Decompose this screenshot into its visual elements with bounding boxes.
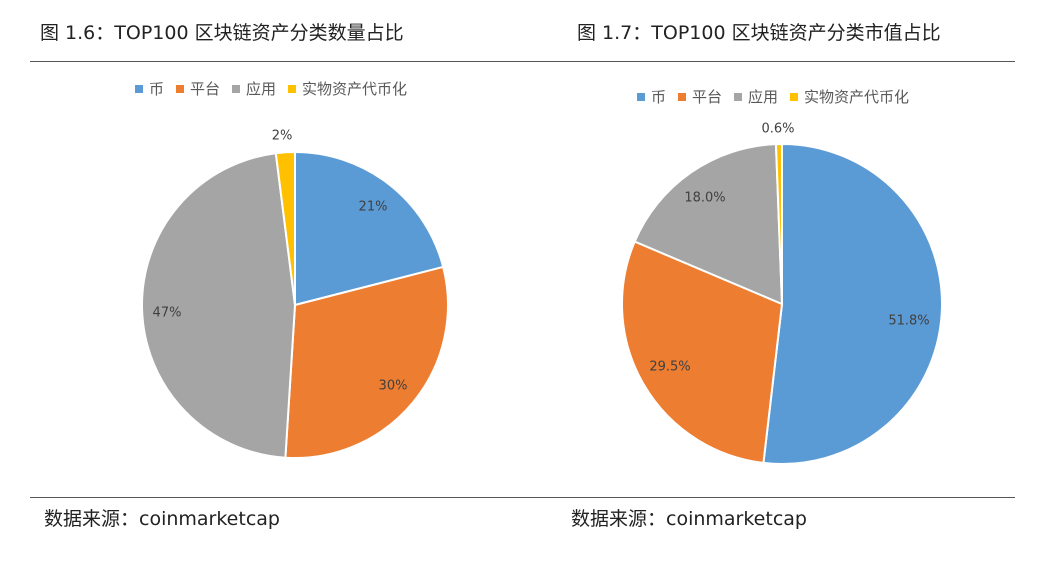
legend-item-tokenized-assets: 实物资产代币化 (288, 78, 407, 99)
source-note: 数据来源：coinmarketcap (44, 508, 280, 530)
source-note: 数据来源：coinmarketcap (571, 508, 807, 530)
data-label-coin: 51.8% (888, 314, 929, 329)
legend-label-application: 应用 (246, 80, 277, 98)
top-rule (30, 61, 525, 62)
legend-item-coin: 币 (637, 86, 666, 107)
figure-title: 图 1.7：TOP100 区块链资产分类市值占比 (577, 22, 941, 44)
legend-label-platform: 平台 (692, 88, 723, 106)
bottom-rule (525, 497, 1015, 498)
legend-label-coin: 币 (651, 88, 667, 106)
chart-panel-market-cap: 图 1.7：TOP100 区块链资产分类市值占比 币 平台 应用 实物资产代币化… (525, 0, 1050, 563)
legend-item-tokenized-assets: 实物资产代币化 (790, 86, 909, 107)
legend-item-coin: 币 (135, 78, 164, 99)
pie-slice-tokenized-assets (274, 150, 296, 306)
chart-panel-quantity: 图 1.6：TOP100 区块链资产分类数量占比 币 平台 应用 实物资产代币化… (30, 22, 525, 530)
legend-swatch-coin (637, 92, 645, 101)
legend-label-coin: 币 (149, 80, 165, 98)
pie-slice-application (141, 152, 297, 459)
legend-item-application: 应用 (734, 86, 778, 107)
legend: 币 平台 应用 实物资产代币化 (135, 78, 419, 99)
legend-item-platform: 平台 (678, 86, 722, 107)
pie-slice-platform (284, 265, 449, 460)
legend-swatch-application (232, 84, 241, 93)
pie-slice-application (633, 143, 784, 306)
top-rule (525, 61, 1015, 62)
legend-swatch-tokenized-assets (288, 84, 297, 93)
data-label-tokenized-assets: 0.6% (761, 122, 794, 137)
legend-swatch-tokenized-assets (790, 92, 799, 101)
legend-swatch-coin (135, 84, 143, 93)
legend-item-application: 应用 (232, 78, 276, 99)
bottom-rule (30, 497, 525, 498)
data-label-platform: 29.5% (649, 360, 690, 375)
legend-label-tokenized-assets: 实物资产代币化 (302, 80, 408, 98)
legend-label-platform: 平台 (190, 80, 221, 98)
legend-swatch-platform (678, 92, 687, 101)
pie-slice-coin (294, 150, 445, 307)
pie-slice-coin (762, 142, 943, 465)
legend: 币 平台 应用 实物资产代币化 (637, 86, 921, 107)
pie-chart-market-cap: 51.8% 29.5% 18.0% 0.6% (621, 122, 943, 465)
pie-slice-tokenized-assets (774, 142, 783, 305)
data-label-coin: 21% (359, 200, 388, 215)
legend-label-application: 应用 (748, 88, 779, 106)
data-label-tokenized-assets: 2% (272, 129, 293, 144)
legend-swatch-application (734, 92, 743, 101)
figure-title: 图 1.6：TOP100 区块链资产分类数量占比 (40, 22, 404, 44)
pie-chart-quantity: 21% 30% 47% 2% (141, 129, 449, 460)
data-label-application: 47% (153, 306, 182, 321)
data-label-platform: 30% (379, 379, 408, 394)
pie-slice-platform (621, 240, 784, 465)
data-label-application: 18.0% (684, 191, 725, 206)
legend-swatch-platform (176, 84, 185, 93)
legend-label-tokenized-assets: 实物资产代币化 (804, 88, 910, 106)
legend-item-platform: 平台 (176, 78, 220, 99)
